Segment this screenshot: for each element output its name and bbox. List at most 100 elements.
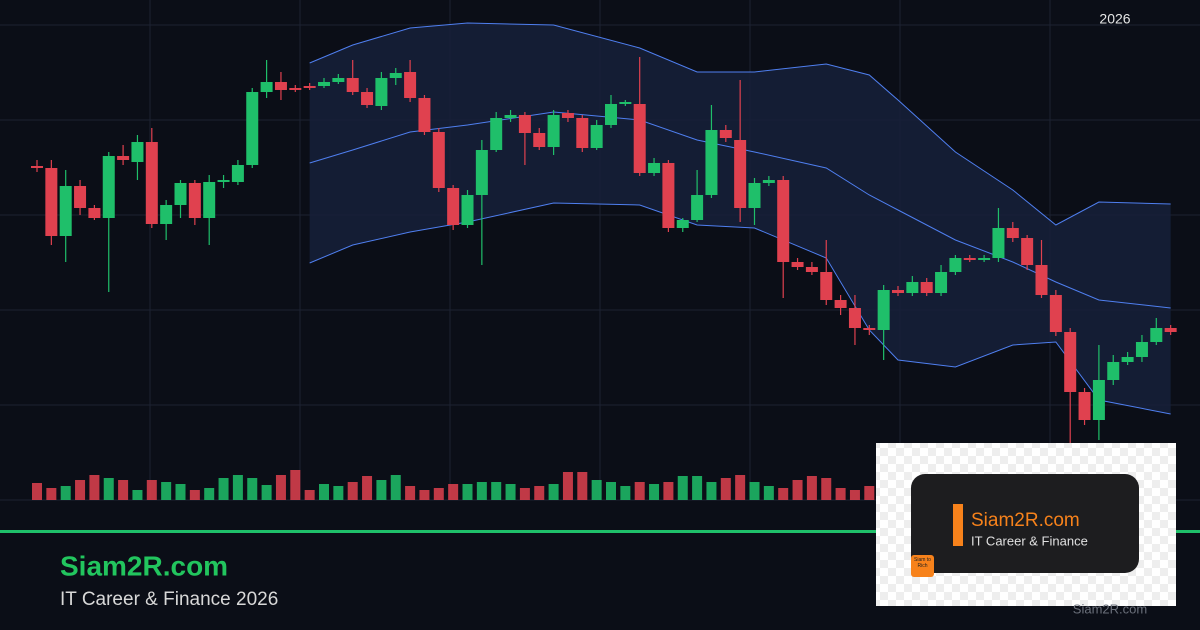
candle-body — [848, 308, 861, 328]
candle-body — [145, 142, 158, 224]
candle-body — [605, 104, 617, 125]
candle-body — [160, 205, 173, 224]
volume-bar — [319, 484, 329, 500]
volume-bar — [534, 486, 545, 500]
period-label: 2026 — [1099, 11, 1130, 27]
candle-body — [633, 104, 646, 173]
candle-body — [992, 228, 1005, 258]
logo-tagline: IT Career & Finance — [971, 533, 1088, 548]
candle-body — [231, 165, 244, 182]
candle-body — [1150, 328, 1163, 342]
candle-body — [533, 133, 546, 147]
volume-bar — [75, 480, 86, 500]
volume-bar — [864, 486, 875, 500]
candle-body — [117, 156, 130, 160]
candle-body — [346, 78, 359, 92]
candle-body — [1064, 332, 1077, 392]
volume-bar — [448, 484, 459, 500]
candle-body — [691, 195, 704, 220]
candle-body — [102, 156, 115, 218]
volume-bar — [591, 480, 602, 500]
volume-bar — [792, 480, 803, 500]
candle-body — [404, 72, 417, 98]
volume-bar — [606, 482, 616, 500]
volume-bar — [405, 486, 416, 500]
volume-bar — [275, 475, 286, 500]
candle-body — [719, 130, 732, 138]
candle-body — [289, 88, 302, 90]
candle-body — [805, 267, 818, 272]
candle-body — [705, 130, 718, 195]
candle-body — [45, 168, 58, 236]
volume-bar — [118, 480, 129, 500]
volume-bar — [677, 476, 688, 500]
volume-bar — [663, 482, 674, 500]
candle-body — [590, 125, 603, 148]
volume-bar — [362, 476, 373, 500]
volume-bar — [620, 486, 631, 500]
brand-tagline: IT Career & Finance 2026 — [60, 589, 278, 610]
candle-body — [935, 272, 948, 293]
volume-bar — [132, 490, 143, 500]
logo-badge-box: Siam to Rich — [914, 557, 931, 569]
candle-body — [31, 166, 43, 168]
volume-bar — [519, 488, 530, 500]
volume-bar — [204, 488, 215, 500]
candle-body — [619, 102, 632, 104]
volume-bar — [218, 478, 229, 500]
candle-body — [1049, 295, 1062, 332]
candle-body — [1092, 380, 1105, 420]
volume-bar — [476, 482, 487, 500]
logo-name: Siam2R.com — [971, 510, 1080, 531]
volume-bar — [32, 483, 42, 500]
candle-body — [1121, 357, 1134, 362]
volume-bar — [161, 482, 172, 500]
band-lower — [309, 202, 1171, 415]
volume-bar — [778, 488, 789, 500]
volume-bar — [333, 486, 344, 500]
volume-bar — [462, 484, 473, 500]
band-upper — [309, 22, 1171, 226]
candle-body — [820, 272, 833, 300]
candle-body — [318, 82, 330, 86]
volume-bar — [89, 475, 100, 500]
candle-body — [1021, 238, 1034, 265]
logo-card: Siam2R.com IT Career & Finance Siam to R… — [876, 443, 1176, 606]
volume-bar — [562, 472, 573, 500]
candle-body — [518, 115, 531, 133]
volume-bar — [491, 482, 502, 500]
volume-bar — [433, 488, 444, 500]
volume-bar — [763, 486, 774, 500]
candle-body — [59, 186, 72, 236]
candle-body — [1006, 228, 1019, 238]
candle-body — [648, 163, 661, 173]
volume-bar — [304, 490, 315, 500]
candle-body — [217, 180, 230, 182]
candle-body — [447, 188, 460, 225]
volume-bar — [390, 475, 401, 500]
volume-bar — [806, 476, 817, 500]
volume-bar — [60, 486, 71, 500]
volume-bar — [634, 482, 645, 500]
candles — [31, 57, 1177, 445]
candle-body — [74, 186, 87, 208]
candle-body — [1078, 392, 1091, 420]
candle-body — [203, 182, 216, 218]
volume-bar — [505, 484, 516, 500]
candle-body — [389, 73, 402, 78]
volume-bar — [720, 478, 731, 500]
candle-body — [361, 92, 374, 105]
candle-body — [963, 258, 976, 260]
volume-bar — [146, 480, 157, 500]
candle-body — [762, 180, 775, 183]
candle-body — [490, 118, 503, 150]
logo-accent — [953, 504, 963, 546]
candle-body — [418, 98, 431, 132]
candle-body — [375, 78, 388, 106]
volume-bar — [577, 472, 588, 500]
volume-bar — [376, 480, 387, 500]
volume-bar — [247, 478, 258, 500]
candle-body — [260, 82, 273, 92]
candle-body — [547, 115, 560, 147]
volume-bar — [261, 485, 272, 500]
